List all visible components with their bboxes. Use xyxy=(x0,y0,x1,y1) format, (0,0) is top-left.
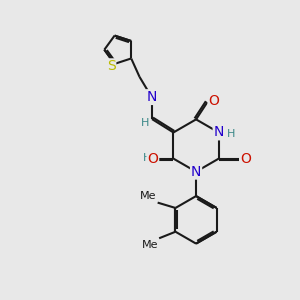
Text: Me: Me xyxy=(140,191,157,201)
Text: O: O xyxy=(148,152,158,166)
Text: O: O xyxy=(240,152,251,166)
Text: N: N xyxy=(191,165,201,179)
Text: H: H xyxy=(227,129,236,139)
Text: N: N xyxy=(146,90,157,104)
Text: S: S xyxy=(107,59,116,73)
Text: O: O xyxy=(208,94,219,108)
Text: N: N xyxy=(214,125,224,140)
Text: H: H xyxy=(140,118,149,128)
Text: H: H xyxy=(143,153,152,163)
Text: Me: Me xyxy=(141,240,158,250)
